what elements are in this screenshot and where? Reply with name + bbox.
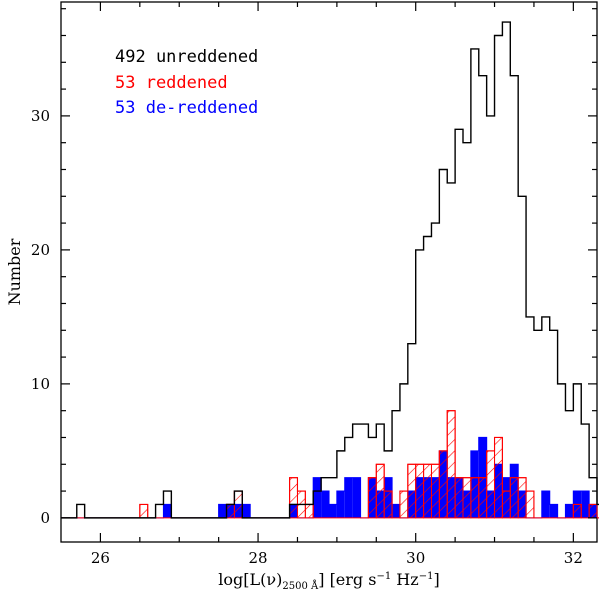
x-axis-title-end: ] <box>433 570 439 589</box>
bar <box>321 491 329 518</box>
bar <box>509 477 519 519</box>
legend-entry-reddened: 53 reddened <box>115 73 228 93</box>
bar <box>329 504 337 518</box>
bar <box>517 477 527 519</box>
bar <box>375 463 385 519</box>
bar <box>392 504 400 518</box>
x-axis-title-units: ] [erg s <box>318 570 376 589</box>
x-axis-title-hz: Hz <box>391 570 418 589</box>
legend-entry-unreddened: 492 unreddened <box>115 47 258 67</box>
bar <box>494 436 503 519</box>
x-axis-title-sup1: −1 <box>376 571 391 582</box>
axis-layer: 26 28 30 32 0 10 20 30 <box>31 2 597 567</box>
x-axis-title-subscript: 2500 Å <box>282 580 319 592</box>
x-tick-label: 28 <box>249 549 268 567</box>
bar <box>430 463 440 519</box>
series-step-line <box>61 21 599 519</box>
bar <box>336 491 345 518</box>
legend: 492 unreddened 53 reddened 53 de-reddene… <box>115 47 258 118</box>
x-axis-title-main: log[L(ν) <box>218 570 282 589</box>
bar <box>383 490 393 519</box>
bar <box>438 450 448 519</box>
series-492-unreddened <box>61 21 599 519</box>
bar <box>446 410 456 519</box>
bar <box>367 477 377 519</box>
bar <box>139 503 149 519</box>
bar <box>423 463 432 519</box>
bar <box>399 490 409 519</box>
bar <box>525 490 535 519</box>
x-tick-label: 26 <box>91 549 110 567</box>
bar <box>163 504 172 518</box>
bar <box>218 504 227 518</box>
bar <box>541 491 550 518</box>
bar <box>289 477 298 519</box>
bar <box>572 503 582 519</box>
bar <box>478 477 488 519</box>
bar <box>352 477 361 518</box>
y-tick-label: 0 <box>40 509 50 527</box>
x-tick-label: 32 <box>564 549 583 567</box>
y-tick-label: 10 <box>31 375 50 393</box>
bar <box>242 504 251 518</box>
y-axis-title: Number <box>5 238 24 305</box>
x-tick-label: 30 <box>406 549 425 567</box>
bar <box>344 477 353 518</box>
bar <box>313 477 322 518</box>
bar <box>486 450 496 519</box>
bar <box>407 463 417 519</box>
bar <box>581 491 590 518</box>
bar <box>415 463 425 519</box>
bar <box>304 503 314 519</box>
bar <box>470 477 480 519</box>
bar <box>233 490 243 519</box>
bar <box>454 477 464 519</box>
bar <box>226 503 235 519</box>
series-layer <box>61 21 599 519</box>
bar <box>549 504 558 518</box>
legend-entry-dereddened: 53 de-reddened <box>115 98 258 118</box>
bar <box>462 477 472 519</box>
plot-frame <box>60 1 598 543</box>
x-axis-title: log[L(ν)2500 Å] [erg s−1 Hz−1] <box>218 570 439 592</box>
bar <box>501 490 511 519</box>
y-tick-label: 30 <box>31 107 50 125</box>
y-tick-label: 20 <box>31 241 50 259</box>
x-axis-title-sup2: −1 <box>419 571 434 582</box>
bar <box>588 503 598 519</box>
bar <box>565 504 574 518</box>
